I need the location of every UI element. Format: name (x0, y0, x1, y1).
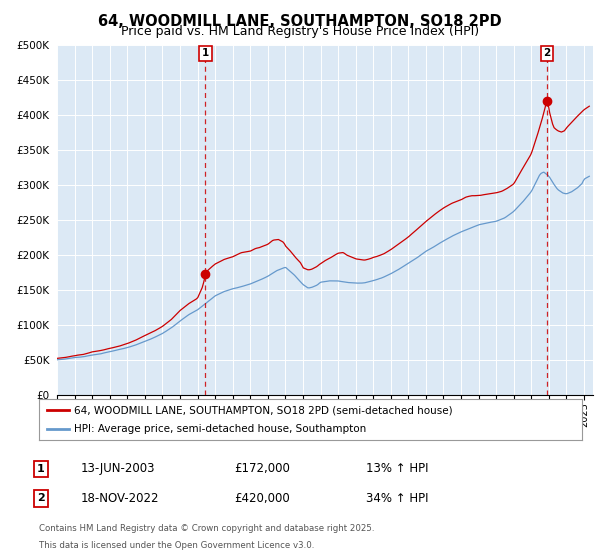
Text: 2: 2 (543, 48, 550, 58)
Text: 18-NOV-2022: 18-NOV-2022 (81, 492, 160, 505)
Text: 64, WOODMILL LANE, SOUTHAMPTON, SO18 2PD (semi-detached house): 64, WOODMILL LANE, SOUTHAMPTON, SO18 2PD… (74, 405, 453, 415)
Text: 1: 1 (202, 48, 209, 58)
Text: 34% ↑ HPI: 34% ↑ HPI (366, 492, 428, 505)
Text: £420,000: £420,000 (234, 492, 290, 505)
Text: This data is licensed under the Open Government Licence v3.0.: This data is licensed under the Open Gov… (39, 541, 314, 550)
Text: 13-JUN-2003: 13-JUN-2003 (81, 462, 155, 475)
Text: 1: 1 (37, 464, 44, 474)
Text: 64, WOODMILL LANE, SOUTHAMPTON, SO18 2PD: 64, WOODMILL LANE, SOUTHAMPTON, SO18 2PD (98, 14, 502, 29)
Text: HPI: Average price, semi-detached house, Southampton: HPI: Average price, semi-detached house,… (74, 424, 367, 433)
Text: 13% ↑ HPI: 13% ↑ HPI (366, 462, 428, 475)
Text: Price paid vs. HM Land Registry's House Price Index (HPI): Price paid vs. HM Land Registry's House … (121, 25, 479, 38)
Text: Contains HM Land Registry data © Crown copyright and database right 2025.: Contains HM Land Registry data © Crown c… (39, 524, 374, 533)
Text: £172,000: £172,000 (234, 462, 290, 475)
Text: 2: 2 (37, 493, 44, 503)
